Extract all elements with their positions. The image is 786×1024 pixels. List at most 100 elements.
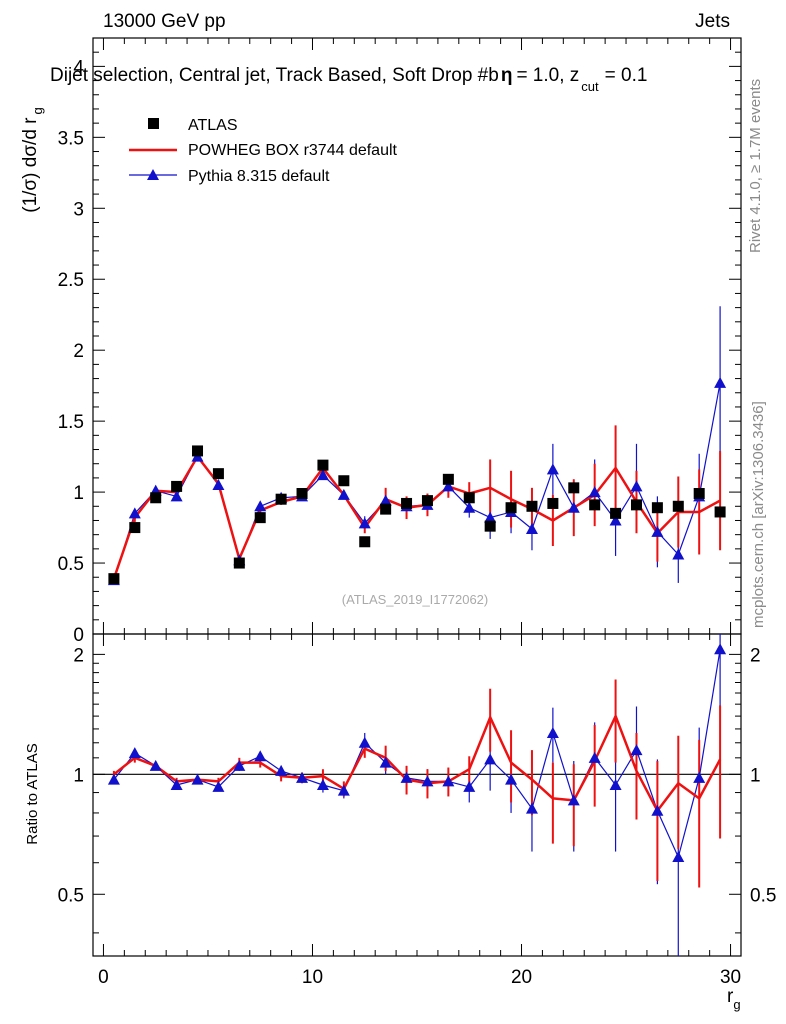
- ratio-ytick-label: 1: [73, 765, 84, 786]
- atlas-point: [421, 495, 433, 507]
- ratio-pythia-point: [693, 771, 706, 783]
- ratio-pythia-point: [567, 794, 580, 806]
- category-label: Jets: [695, 11, 730, 32]
- title-zsub: cut: [581, 79, 599, 94]
- ratio-pythia-point: [296, 771, 309, 783]
- pythia-point: [212, 479, 225, 490]
- atlas-point: [150, 492, 162, 504]
- atlas-point: [610, 507, 622, 519]
- main-ytick-label: 0.5: [58, 554, 84, 575]
- ratio-pythia-point: [421, 775, 434, 787]
- ratio-pythia-point: [191, 773, 204, 785]
- energy-label: 13000 GeV pp: [103, 11, 226, 32]
- main-axes: 0 0.5 1 1.5 2 2.5 3 3.5 4: [58, 37, 741, 646]
- x-tick-label: 0: [98, 967, 109, 988]
- plot-title: Dijet selection, Central jet, Track Base…: [50, 65, 647, 94]
- pythia-point: [484, 511, 497, 523]
- atlas-point: [275, 493, 287, 505]
- pythia-point: [567, 501, 580, 513]
- x-tick-label: 10: [302, 967, 323, 988]
- ratio-ytick-label: 2: [73, 645, 84, 666]
- x-tick-label: 20: [511, 967, 532, 988]
- ratio-pythia-point: [630, 744, 643, 756]
- pythia-point: [254, 500, 267, 512]
- legend-atlas-marker: [148, 118, 159, 129]
- atlas-point: [212, 468, 224, 480]
- ratio-ylabel: Ratio to ATLAS: [24, 743, 41, 844]
- ratio-ytick-label-right: 0.5: [750, 885, 776, 906]
- pythia-point: [170, 490, 183, 502]
- ratio-pythia-point: [254, 750, 267, 762]
- ratio-pythia-point: [442, 775, 455, 787]
- title-main: Dijet selection, Central jet, Track Base…: [50, 65, 499, 86]
- legend-pythia-label: Pythia 8.315 default: [188, 168, 330, 185]
- main-ytick-label: 2: [73, 341, 84, 362]
- ratio-pythia-point: [505, 773, 518, 785]
- xlabel-text: r: [727, 986, 734, 1007]
- ratio-marks: [107, 634, 727, 956]
- ratio-pythia-point: [212, 780, 225, 792]
- main-ytick-label: 1.5: [58, 412, 84, 433]
- mcplots-label: mcplots.cern.ch [arXiv:1306.3436]: [750, 401, 767, 628]
- pythia-point: [630, 480, 643, 492]
- atlas-point: [296, 488, 308, 500]
- main-ytick-label: 3.5: [58, 128, 84, 149]
- ratio-ytick-label-right: 1: [750, 765, 761, 786]
- atlas-point: [108, 573, 120, 585]
- rivet-label: Rivet 4.1.0, ≥ 1.7M events: [747, 79, 764, 253]
- analysis-watermark: (ATLAS_2019_I1772062): [342, 592, 488, 607]
- ratio-axes: 0 10 20 30 0.5 0.5 1 1 2 2: [58, 634, 776, 988]
- pythia-point: [463, 501, 476, 513]
- main-ytick-label: 0: [73, 625, 84, 646]
- pythia-point: [651, 525, 664, 537]
- pythia-point: [672, 548, 685, 560]
- atlas-point: [233, 557, 245, 569]
- legend-atlas-label: ATLAS: [188, 117, 238, 134]
- powheg-line: [112, 455, 721, 580]
- pythia-point: [442, 480, 455, 492]
- ratio-pythia-point: [672, 851, 685, 863]
- title-beta: = 1.0, z: [516, 65, 579, 86]
- atlas-point: [547, 497, 559, 509]
- ratio-pythia-point: [170, 779, 183, 791]
- ratio-pythia-point: [337, 784, 350, 796]
- ratio-plot-frame: [92, 633, 742, 957]
- pythia-point: [609, 514, 622, 526]
- main-ylabel-text: (1/σ) dσ/d r: [20, 117, 41, 213]
- atlas-point: [171, 480, 183, 492]
- pythia-point: [316, 469, 329, 481]
- ratio-pythia-point: [149, 759, 162, 771]
- legend-pythia-marker: [147, 169, 159, 180]
- atlas-point: [651, 502, 663, 514]
- main-ylabel-sub: g: [30, 107, 45, 114]
- main-ytick-label: 2.5: [58, 270, 84, 291]
- atlas-point: [359, 536, 371, 548]
- pythia-point: [546, 463, 559, 475]
- legend-powheg-label: POWHEG BOX r3744 default: [188, 142, 398, 159]
- ratio-pythia-point: [714, 643, 727, 655]
- ratio-pythia-point: [525, 802, 538, 814]
- title-zval: = 0.1: [605, 65, 648, 86]
- atlas-point: [568, 482, 580, 494]
- atlas-point: [589, 499, 601, 511]
- ratio-ytick-label-right: 2: [750, 645, 761, 666]
- ratio-pythia-point: [233, 759, 246, 771]
- pythia-point: [379, 494, 392, 506]
- x-tick-label: 30: [720, 967, 741, 988]
- ratio-pythia-point: [275, 764, 288, 776]
- ratio-pythia-point: [107, 773, 120, 785]
- atlas-point: [693, 488, 705, 500]
- ratio-ytick-label: 0.5: [58, 885, 84, 906]
- atlas-point: [317, 459, 329, 471]
- main-marks: [107, 306, 727, 586]
- xlabel-sub: g: [733, 997, 740, 1012]
- ratio-pythia-point: [484, 753, 497, 765]
- ratio-pythia-point: [358, 736, 371, 748]
- ratio-pythia-point: [651, 804, 664, 816]
- ratio-pythia-point: [316, 779, 329, 791]
- atlas-point: [714, 506, 726, 518]
- atlas-point: [484, 520, 496, 532]
- ratio-pythia-point: [128, 747, 141, 759]
- atlas-point: [505, 502, 517, 514]
